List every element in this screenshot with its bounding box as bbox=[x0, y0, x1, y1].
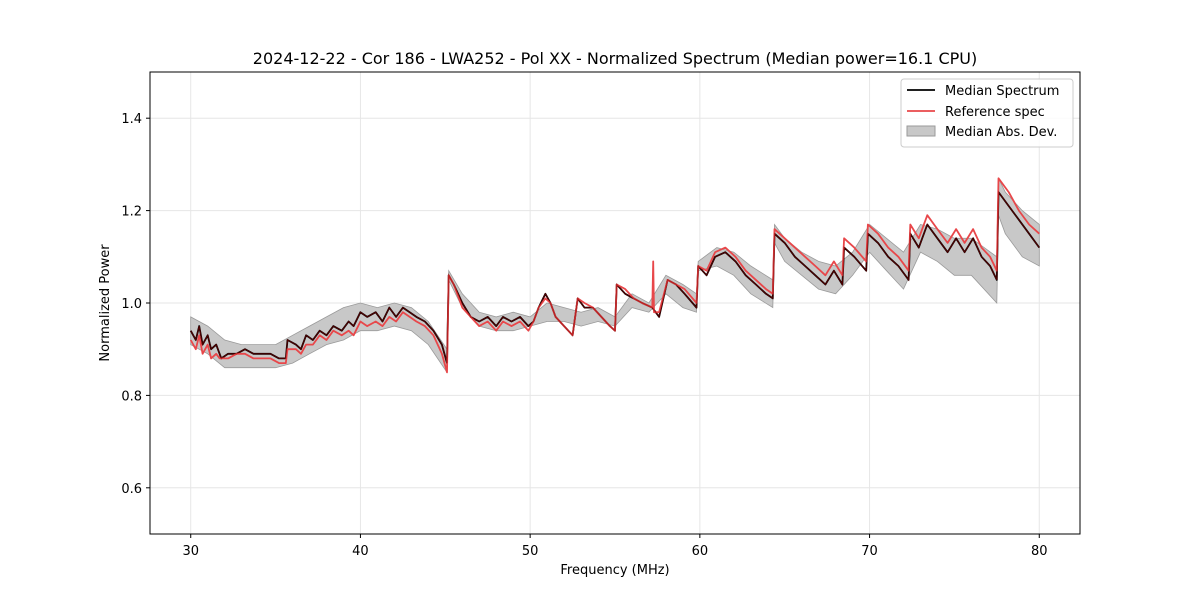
legend-median-label: Median Spectrum bbox=[945, 84, 1059, 99]
legend-mad-swatch bbox=[906, 125, 936, 137]
x-tick-label: 40 bbox=[352, 544, 369, 559]
y-tick-label: 1.4 bbox=[121, 112, 142, 127]
x-tick-label: 70 bbox=[861, 544, 878, 559]
y-tick-label: 1.2 bbox=[121, 205, 142, 220]
series-line-layer bbox=[189, 177, 1041, 374]
overlap-group bbox=[190, 190, 1040, 364]
x-tick-label: 80 bbox=[1031, 544, 1048, 559]
x-axis-ticks: 30 40 50 60 70 80 bbox=[182, 534, 1048, 559]
overlap-line bbox=[190, 190, 1040, 364]
legend-mad-label: Median Abs. Dev. bbox=[945, 125, 1057, 140]
legend: Median Spectrum Reference spec Median Ab… bbox=[900, 78, 1074, 148]
x-tick-label: 60 bbox=[692, 544, 709, 559]
y-tick-label: 0.8 bbox=[121, 389, 142, 404]
y-axis-ticks: 0.6 0.8 1.0 1.2 1.4 bbox=[121, 112, 150, 497]
chart-title: 2024-12-22 - Cor 186 - LWA252 - Pol XX -… bbox=[253, 49, 977, 68]
y-tick-label: 0.6 bbox=[121, 482, 142, 497]
y-axis-label: Normalized Power bbox=[98, 244, 113, 362]
legend-reference-label: Reference spec bbox=[945, 105, 1045, 120]
legend-box bbox=[900, 78, 1074, 148]
x-tick-label: 50 bbox=[522, 544, 539, 559]
y-tick-label: 1.0 bbox=[121, 297, 142, 312]
x-axis-label: Frequency (MHz) bbox=[560, 563, 669, 578]
x-tick-label: 30 bbox=[182, 544, 199, 559]
